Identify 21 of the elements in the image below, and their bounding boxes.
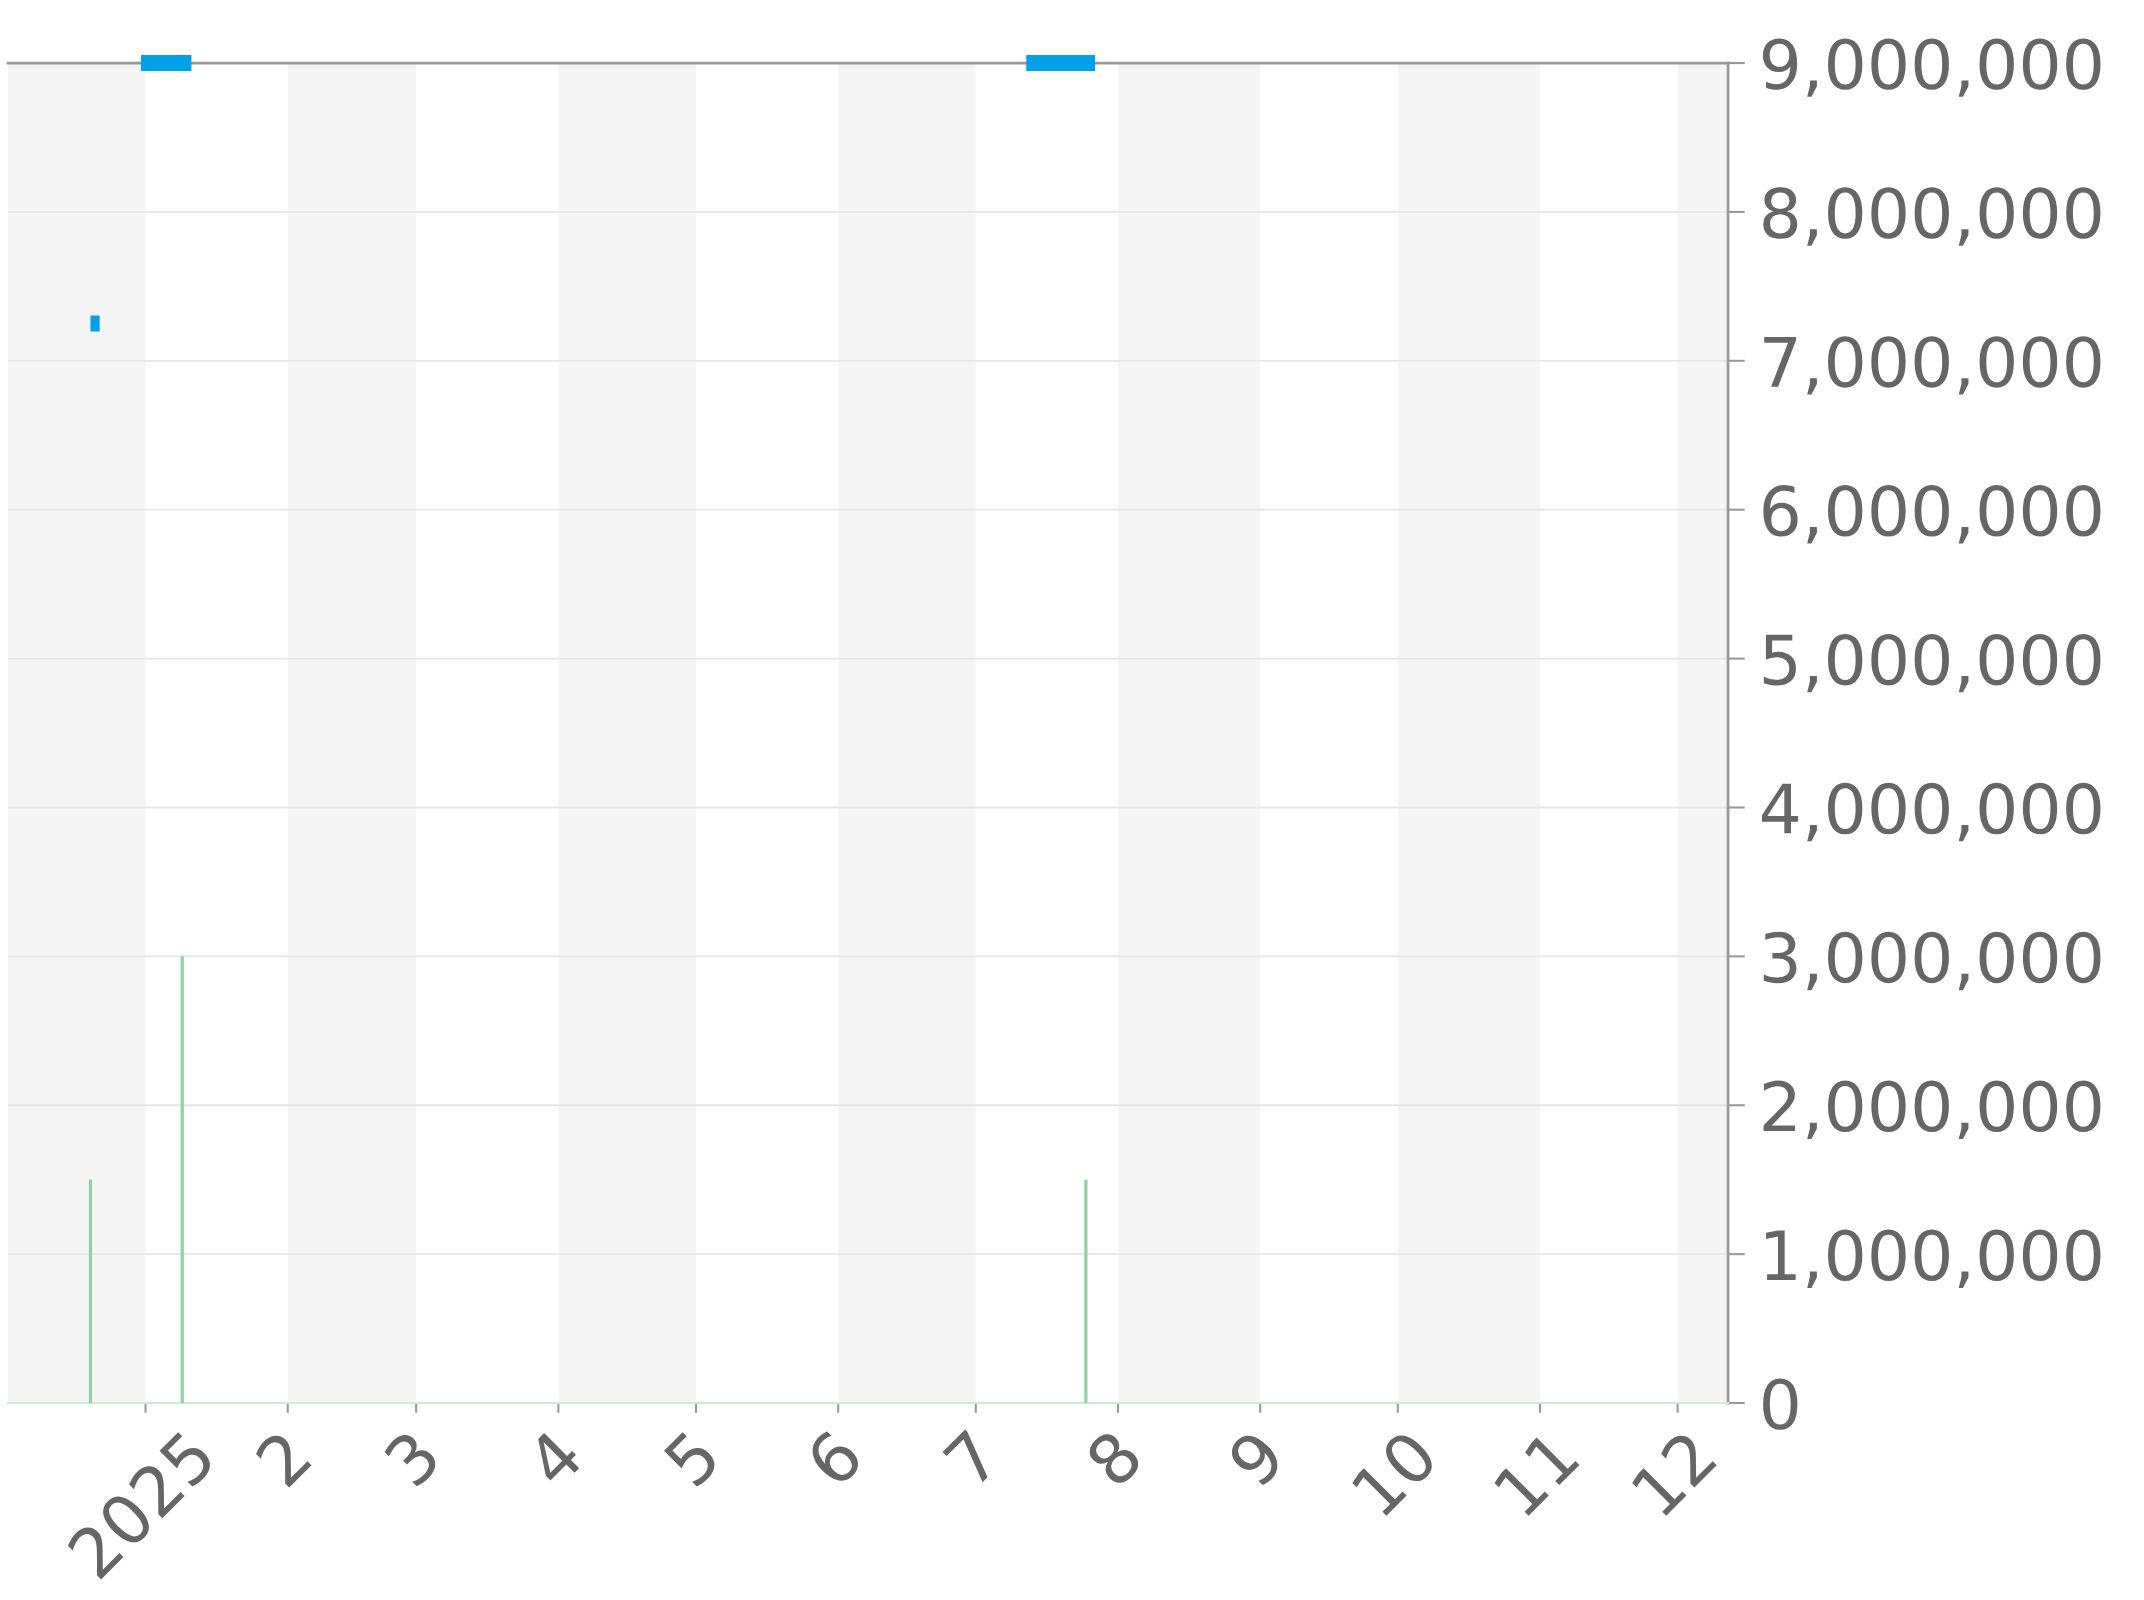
y-tick-label: 2,000,000 xyxy=(1763,1080,2101,1140)
x-tick-label: 4 xyxy=(523,1428,585,1489)
y-tick-label: 9,000,000 xyxy=(1762,38,2101,97)
x-tick-label: 12 xyxy=(1629,1429,1717,1517)
y-tick-label: 8,000,000 xyxy=(1763,187,2101,246)
y-tick-label: 5,000,000 xyxy=(1763,633,2101,693)
y-tick-label: 6,000,000 xyxy=(1763,485,2101,544)
x-tick-label: 8 xyxy=(1083,1428,1144,1489)
y-tick-label: 1,000,000 xyxy=(1766,1229,2101,1288)
y-tick-label: 4,000,000 xyxy=(1761,782,2101,842)
x-tick-label: 7 xyxy=(942,1429,1001,1488)
x-tick-label: 9 xyxy=(1225,1428,1287,1489)
y-tick-label: 3,000,000 xyxy=(1763,931,2101,991)
y-tick-label: 0 xyxy=(1763,1378,1798,1430)
x-tick-label: 5 xyxy=(662,1429,722,1489)
x-tick-label: 2 xyxy=(253,1429,312,1488)
x-tick-label: 6 xyxy=(803,1427,865,1489)
x-tick-label: 11 xyxy=(1492,1429,1580,1517)
y-tick-label: 7,000,000 xyxy=(1764,336,2101,395)
x-tick-label: 3 xyxy=(382,1428,442,1489)
x-tick-label: 10 xyxy=(1350,1427,1440,1518)
